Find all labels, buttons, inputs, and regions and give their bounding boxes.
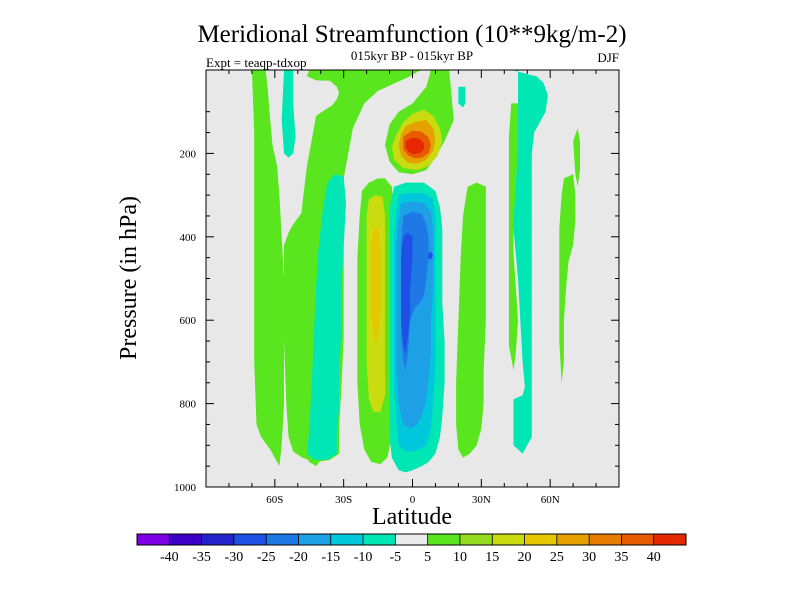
colorbar-swatch: [330, 534, 364, 545]
colorbar: [136, 533, 687, 546]
x-tick-label: 0: [410, 494, 416, 506]
colorbar-swatch: [492, 534, 525, 545]
colorbar-swatch: [266, 534, 299, 545]
contour-region-4: [281, 70, 296, 158]
colorbar-level-label: -35: [192, 550, 211, 565]
colorbar-swatch: [395, 534, 428, 545]
y-axis-label: Pressure (in hPa): [116, 196, 142, 360]
axis-ticks: [206, 70, 619, 488]
colorbar-level-label: -25: [257, 550, 276, 565]
colorbar-swatch: [298, 534, 332, 545]
colorbar-level-label: 40: [647, 550, 661, 565]
colorbar-swatch: [459, 534, 493, 545]
contour-region-18: [573, 128, 580, 187]
y-tick-label: 400: [180, 232, 197, 244]
y-tick-label: 200: [180, 148, 197, 160]
colorbar-level-label: -40: [160, 550, 179, 565]
colorbar-level-label: 25: [550, 550, 564, 565]
contour-region-12: [405, 137, 424, 155]
x-tick-label: 30N: [472, 494, 491, 506]
colorbar-frame: [136, 533, 687, 546]
contour-region-3: [307, 174, 346, 460]
colorbar-swatch: [363, 534, 396, 545]
experiment-label: Expt = teaqp-tdxop: [206, 55, 306, 70]
x-tick-label: 60N: [541, 494, 560, 506]
colorbar-swatch: [169, 534, 202, 545]
contour-regions: [251, 70, 580, 473]
colorbar-level-label: 35: [614, 550, 628, 565]
colorbar-level-label: 30: [582, 550, 596, 565]
contour-region-15: [511, 70, 548, 454]
y-tick-label: 1000: [174, 482, 197, 494]
colorbar-swatch: [524, 534, 558, 545]
colorbar-swatch: [137, 534, 170, 545]
contour-region-14: [458, 86, 466, 108]
colorbar-level-label: -5: [390, 550, 402, 565]
contour-region-7: [371, 226, 381, 346]
contour-region-24: [401, 232, 413, 354]
contour-region-17: [559, 174, 576, 383]
contour-region-16: [508, 103, 518, 371]
colorbar-level-label: -15: [321, 550, 340, 565]
y-tick-labels: 200 400 600 800 1000: [174, 148, 197, 494]
y-tick-label: 600: [180, 315, 197, 327]
x-axis-label: Latitude: [372, 504, 452, 530]
chart-subtitle: 015kyr BP - 015kyr BP: [351, 48, 473, 63]
colorbar-swatch: [621, 534, 655, 545]
colorbar-level-label: 5: [424, 550, 431, 565]
colorbar-swatch: [201, 534, 235, 545]
colorbar-level-label: -30: [225, 550, 244, 565]
chart-title: Meridional Streamfunction (10**9kg/m-2): [197, 21, 626, 48]
colorbar-level-label: 20: [518, 550, 532, 565]
colorbar-labels: -40 -35 -30 -25 -20 -15 -10 -5 5 10 15 20 25 30 35 40: [160, 550, 661, 565]
contour-region-25: [428, 251, 434, 260]
colorbar-swatch: [233, 534, 267, 545]
x-tick-labels: 60S 30S 0 30N 60N: [266, 494, 559, 506]
colorbar-level-label: 15: [485, 550, 499, 565]
colorbar-level-label: -10: [354, 550, 373, 565]
colorbar-level-label: -20: [289, 550, 308, 565]
colorbar-swatch: [653, 534, 687, 545]
colorbar-level-label: 10: [453, 550, 467, 565]
x-tick-label: 60S: [266, 494, 283, 506]
colorbar-swatch: [427, 534, 461, 545]
x-tick-label: 30S: [335, 494, 352, 506]
colorbar-swatch: [556, 534, 590, 545]
season-label: DJF: [597, 50, 619, 65]
contour-region-1: [251, 70, 284, 467]
y-tick-label: 800: [180, 399, 197, 411]
colorbar-swatch: [589, 534, 622, 545]
contour-region-13: [456, 182, 486, 458]
